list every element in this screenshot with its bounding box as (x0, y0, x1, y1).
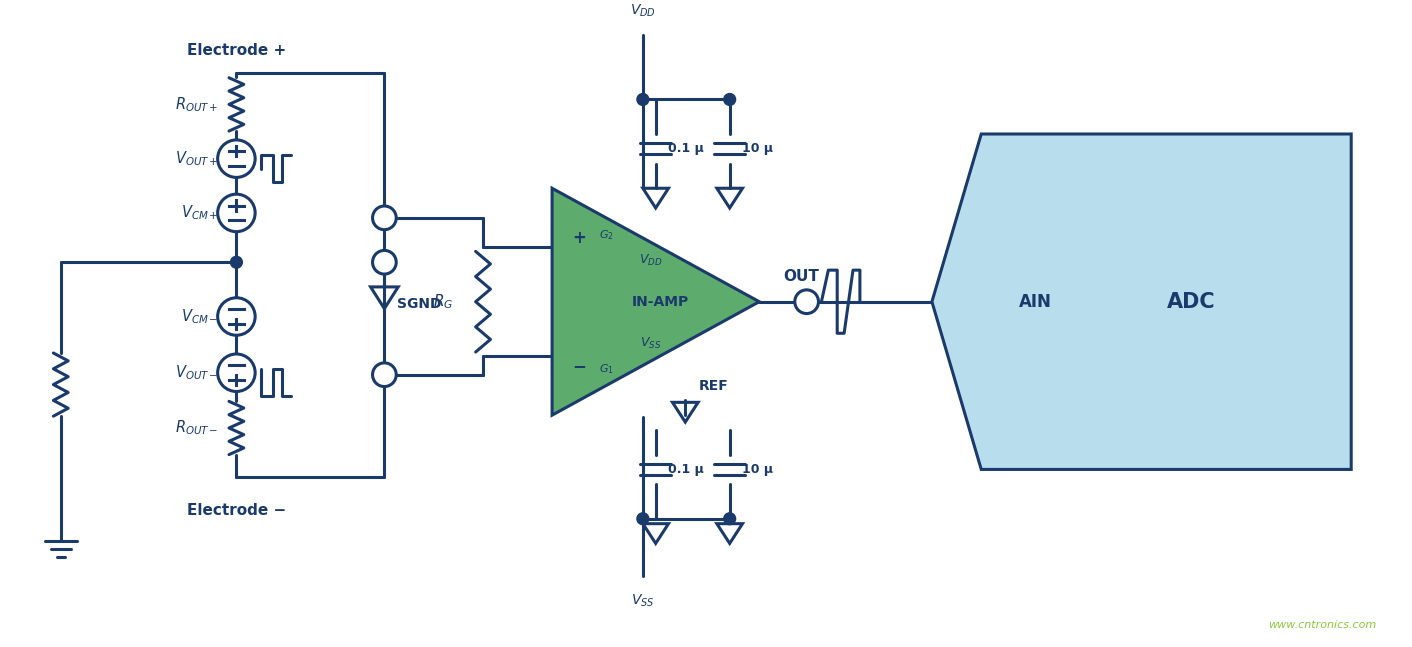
Circle shape (230, 256, 243, 268)
Circle shape (217, 194, 256, 232)
Text: $G_1$: $G_1$ (600, 362, 614, 376)
Text: 0.1 μ: 0.1 μ (668, 142, 703, 155)
Text: OUT: OUT (782, 269, 819, 283)
Circle shape (637, 94, 648, 105)
Circle shape (217, 140, 256, 177)
Text: SGND: SGND (397, 297, 441, 311)
Polygon shape (552, 188, 760, 415)
Text: $V_{OUT-}$: $V_{OUT-}$ (175, 364, 219, 382)
Text: $V_{SS}$: $V_{SS}$ (631, 593, 655, 609)
Text: 0.1 μ: 0.1 μ (668, 463, 703, 476)
Text: $V_{SS}$: $V_{SS}$ (640, 336, 661, 351)
Text: $V_{DD}$: $V_{DD}$ (630, 2, 655, 19)
Circle shape (373, 206, 397, 230)
Text: AIN: AIN (1019, 292, 1052, 311)
Text: $V_{CM-}$: $V_{CM-}$ (181, 307, 219, 326)
Text: 10 μ: 10 μ (741, 142, 772, 155)
Text: ADC: ADC (1166, 292, 1216, 312)
Text: Electrode +: Electrode + (186, 43, 287, 58)
Text: www.cntronics.com: www.cntronics.com (1268, 620, 1375, 630)
Circle shape (373, 250, 397, 274)
Text: $V_{DD}$: $V_{DD}$ (640, 253, 662, 268)
Text: 10 μ: 10 μ (741, 463, 772, 476)
Text: $R_G$: $R_G$ (433, 292, 453, 311)
Circle shape (217, 298, 256, 335)
Text: +: + (572, 228, 586, 247)
Circle shape (795, 290, 819, 314)
Circle shape (637, 513, 648, 525)
Polygon shape (932, 134, 1351, 470)
Text: REF: REF (699, 378, 729, 393)
Text: Electrode −: Electrode − (186, 503, 287, 518)
Text: −: − (572, 357, 586, 375)
Text: IN-AMP: IN-AMP (633, 294, 689, 309)
Text: $R_{OUT-}$: $R_{OUT-}$ (175, 419, 219, 437)
Text: $V_{OUT+}$: $V_{OUT+}$ (175, 149, 219, 168)
Text: $V_{CM+}$: $V_{CM+}$ (181, 204, 219, 223)
Text: $G_2$: $G_2$ (600, 228, 614, 241)
Circle shape (373, 363, 397, 386)
Circle shape (724, 513, 736, 525)
Text: $R_{OUT+}$: $R_{OUT+}$ (175, 95, 219, 114)
Circle shape (217, 354, 256, 391)
Circle shape (724, 94, 736, 105)
